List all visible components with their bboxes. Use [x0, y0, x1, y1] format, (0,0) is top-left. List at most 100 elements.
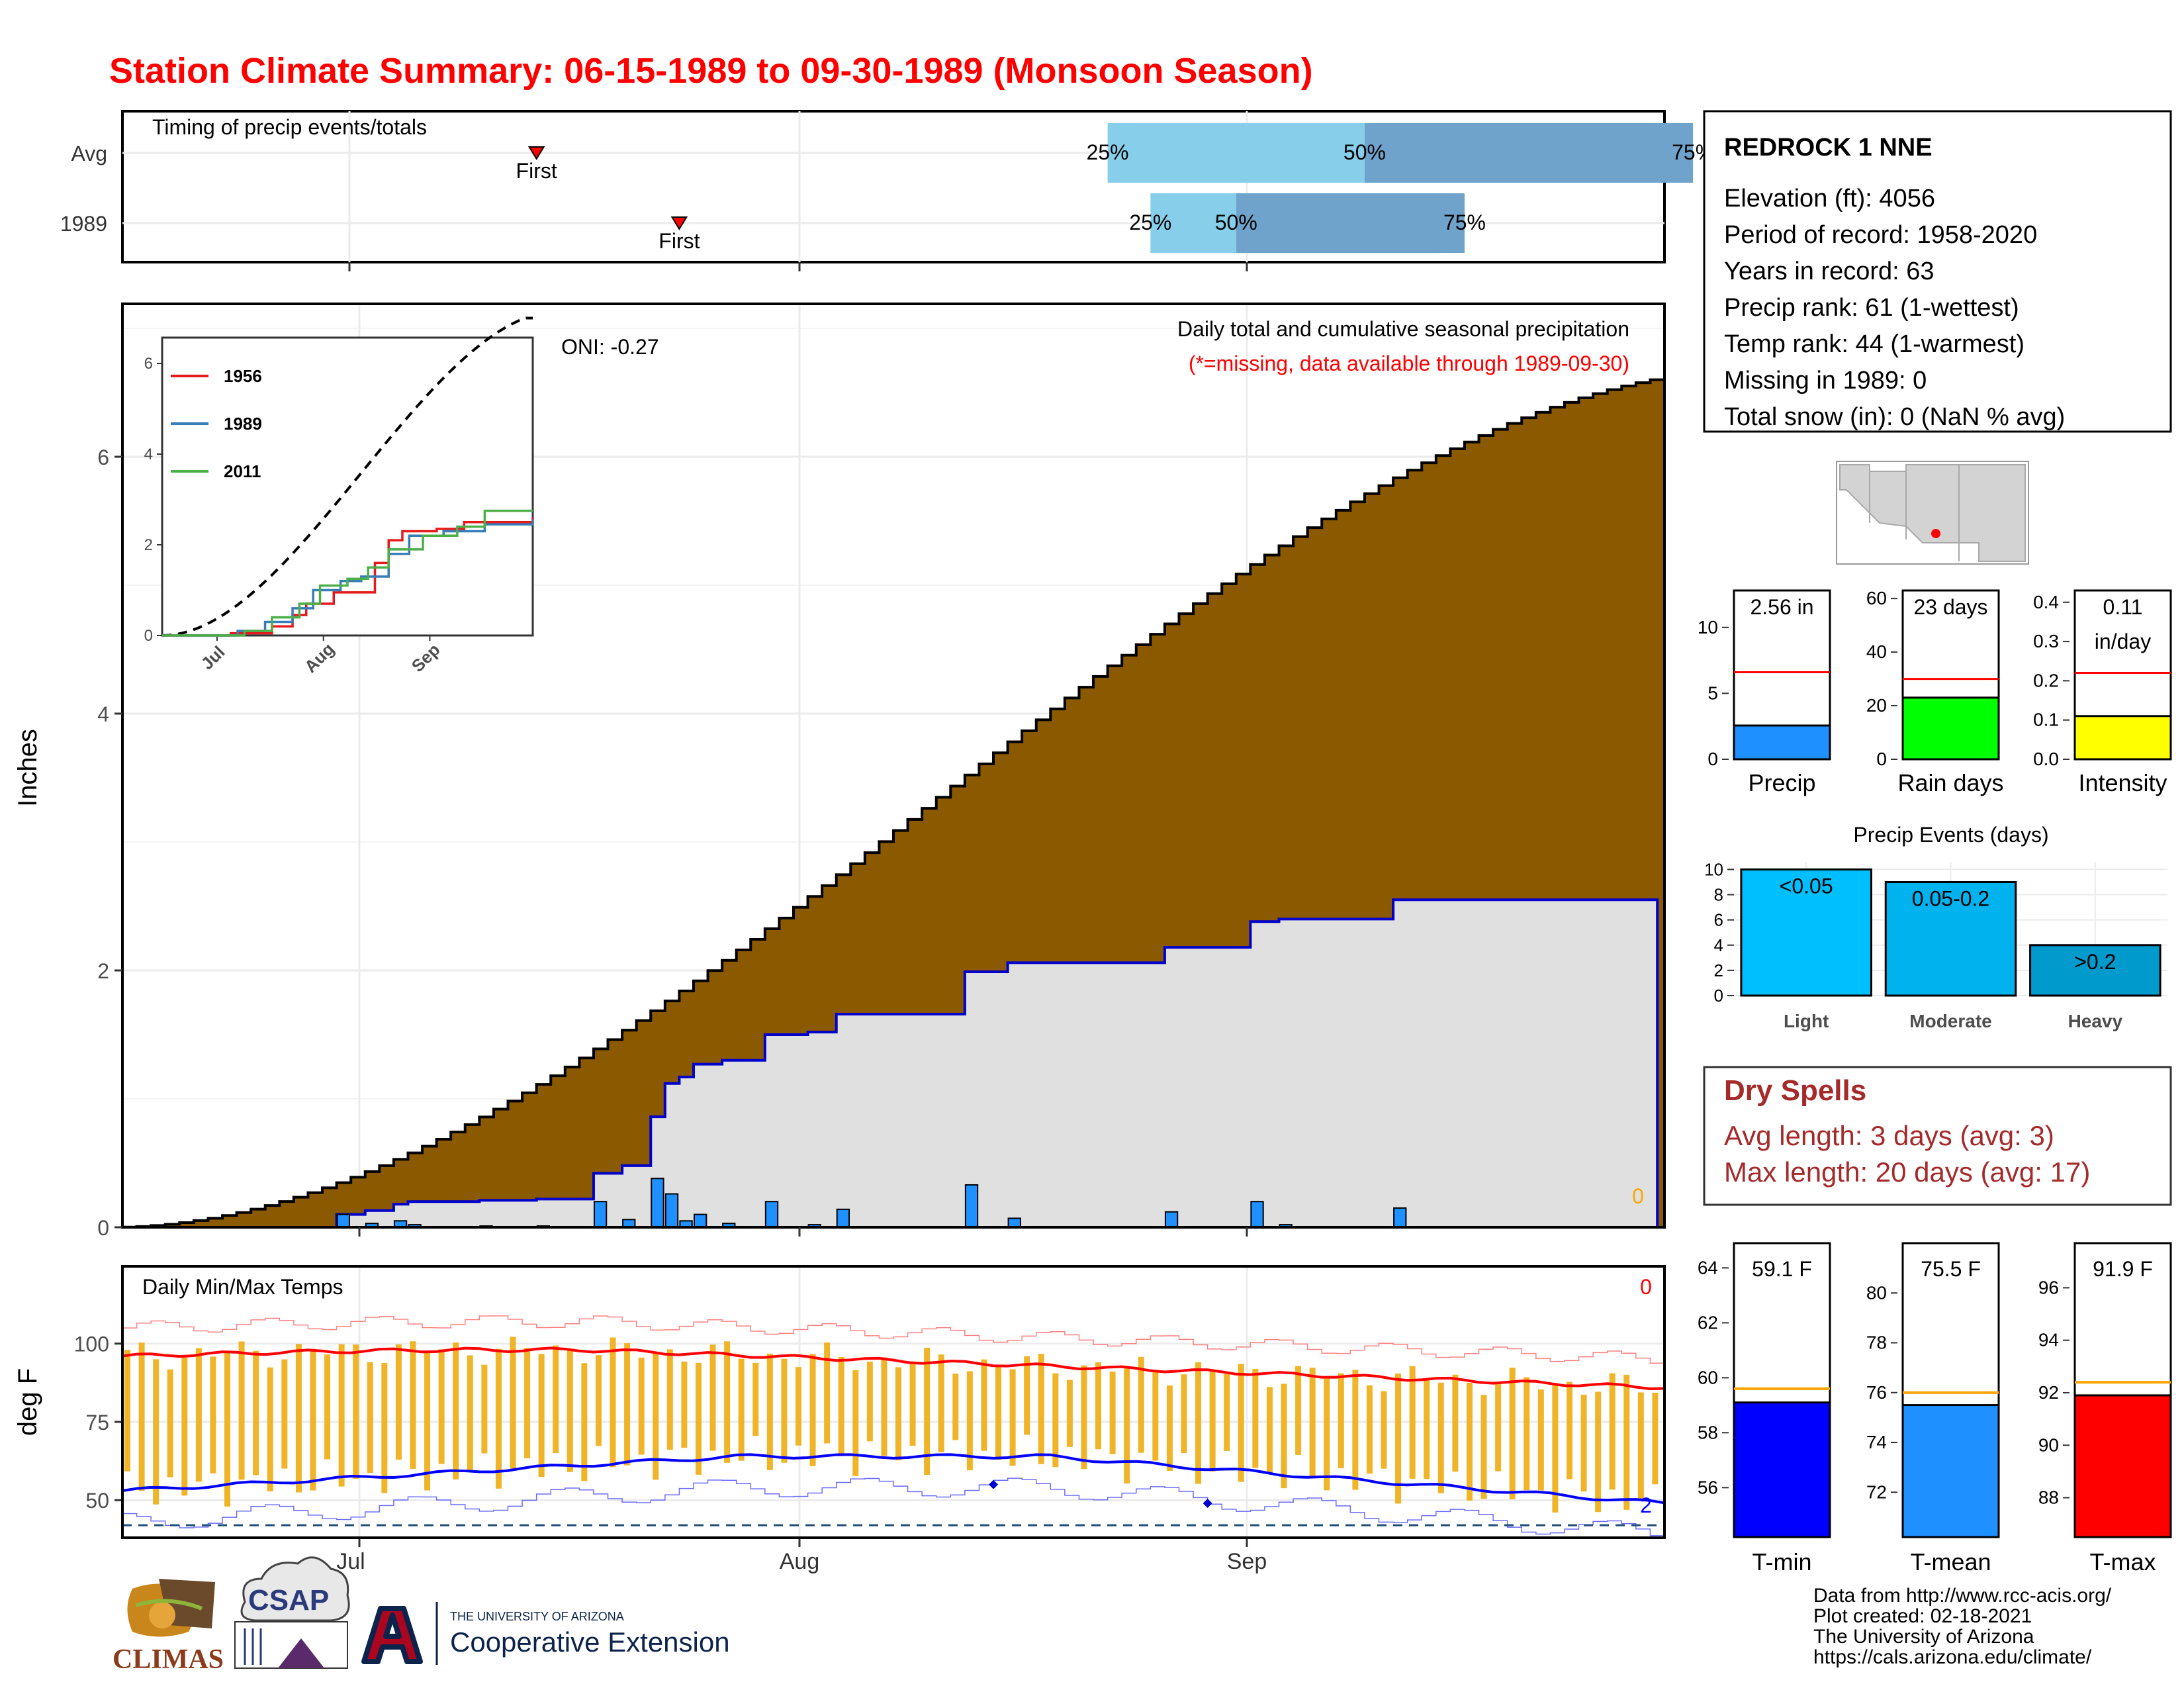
daily-precip-bar: [836, 1208, 850, 1228]
daily-temp-bar: [1195, 1362, 1202, 1484]
inset-legend-label: 1956: [224, 366, 262, 386]
timing-p25-label: 25%: [1087, 140, 1129, 164]
daily-temp-bar: [124, 1350, 130, 1472]
daily-precip-bar: [1164, 1211, 1179, 1228]
events-tick-label: 4: [1714, 935, 1723, 955]
station-line: Elevation (ft): 4056: [1724, 185, 1935, 212]
daily-temp-bar: [681, 1361, 688, 1448]
daily-temp-bar: [424, 1352, 431, 1491]
daily-temp-bar: [824, 1342, 831, 1444]
daily-temp-bar: [581, 1363, 588, 1481]
daily-temp-bar: [724, 1341, 731, 1463]
tmin-tick-label: 58: [1698, 1422, 1718, 1442]
intensity-tick-label: 0.3: [2033, 631, 2059, 651]
tmax-value: 91.9 F: [2093, 1257, 2153, 1281]
daily-temp-bar: [1081, 1365, 1087, 1470]
tmax-tick-label: 96: [2038, 1277, 2059, 1297]
daily-temp-bar: [1024, 1356, 1030, 1435]
tmean-tick-label: 74: [1866, 1432, 1887, 1452]
daily-temp-bar: [1224, 1374, 1230, 1451]
raindays-tick-label: 0: [1876, 749, 1887, 769]
daily-temp-bar: [395, 1344, 402, 1460]
daily-temp-bar: [952, 1374, 959, 1440]
daily-temp-bar: [595, 1355, 602, 1446]
timing-bar-q2: [1236, 193, 1465, 253]
x-tick-jul: Jul: [336, 1549, 365, 1574]
intensity-tick-label: 0.4: [2033, 592, 2059, 612]
daily-precip-bar: [593, 1201, 608, 1228]
daily-temp-bar: [738, 1358, 745, 1461]
daily-precip-bar: [1007, 1217, 1021, 1229]
intensity-bar: [2073, 715, 2172, 761]
daily-temp-bar: [381, 1363, 388, 1493]
intensity-tick-label: 0.2: [2033, 670, 2059, 690]
tmax-label: T-max: [2089, 1548, 2156, 1575]
daily-temp-bar: [481, 1364, 488, 1454]
precip-tick-label: 5: [1707, 682, 1718, 703]
tmax-tick-label: 92: [2038, 1382, 2059, 1403]
timing-p75-label: 75%: [1443, 211, 1486, 234]
events-bar-label: >0.2: [2074, 950, 2116, 974]
daily-temp-bar: [1266, 1387, 1273, 1474]
raindays-value: 23 days: [1913, 595, 1987, 619]
temp-min-missing: 2: [1640, 1493, 1652, 1517]
daily-temp-bar: [981, 1359, 987, 1451]
temp-record-low-line: [122, 1477, 1664, 1536]
x-tick-sep: Sep: [1227, 1549, 1267, 1574]
daily-temp-bar: [1038, 1354, 1044, 1464]
daily-temp-bar: [1524, 1377, 1530, 1491]
daily-temp-bar: [538, 1354, 545, 1477]
daily-temp-bar: [1138, 1356, 1144, 1453]
daily-precip-bar: [664, 1193, 679, 1229]
temp-panel: 50 75 100 deg F Daily Min/Max Temps 0 2 Ju…: [13, 1265, 1666, 1574]
raindays-tick-label: 20: [1866, 695, 1887, 716]
daily-temp-bar: [895, 1367, 901, 1461]
raindays-tick-label: 40: [1866, 641, 1887, 662]
location-map: [1836, 461, 2029, 565]
csap-text: CSAP: [248, 1584, 329, 1617]
daily-temp-bar: [1352, 1370, 1359, 1490]
daily-temp-bar: [752, 1362, 759, 1436]
temp-ytick-label: 100: [74, 1333, 109, 1356]
daily-temp-bar: [1209, 1370, 1216, 1472]
daily-temp-bar: [1338, 1373, 1344, 1468]
year-cumulative-area: [122, 898, 1659, 1229]
tmax-tick-label: 94: [2038, 1330, 2059, 1350]
intensity-tick-label: 0.0: [2033, 749, 2059, 769]
credit-line: The University of Arizona: [1813, 1626, 2034, 1648]
temp-record-high-line: [122, 1315, 1664, 1364]
daily-temp-bar: [1281, 1383, 1287, 1489]
daily-temp-bar: [153, 1359, 159, 1505]
daily-temp-bar: [138, 1342, 145, 1491]
precip-ytick-label: 6: [97, 445, 109, 469]
daily-precip-bar: [336, 1213, 350, 1228]
timing-row-label: Avg: [71, 142, 107, 165]
daily-temp-bar: [1452, 1374, 1459, 1472]
intensity-value: in/day: [2095, 630, 2151, 653]
credit-line: Data from http://www.rcc-acis.org/: [1813, 1585, 2112, 1607]
seasonal-bars: 0 5 10 2.56 in Precip 0 20 40 60 23 days Rain days…: [1698, 588, 2172, 796]
daily-temp-bar: [195, 1348, 202, 1482]
tmax-bar: [2073, 1394, 2172, 1538]
daily-temp-bar: [924, 1347, 931, 1475]
daily-temp-bar: [610, 1337, 616, 1468]
temp-ylabel: deg F: [13, 1368, 42, 1436]
daily-temp-bar: [1466, 1382, 1473, 1501]
precip-tick-label: 0: [1707, 749, 1718, 769]
events-tick-label: 2: [1714, 961, 1723, 980]
ua-small-text: THE UNIVERSITY OF ARIZONA: [450, 1610, 624, 1623]
daily-precip-bar: [1250, 1201, 1264, 1228]
station-line: Total snow (in): 0 (NaN % avg): [1724, 403, 2065, 431]
intensity-value: 0.11: [2103, 595, 2143, 619]
precip-value: 2.56 in: [1750, 595, 1813, 619]
events-bar: [1884, 880, 2017, 997]
page-title: Station Climate Summary: 06-15-1989 to 0…: [109, 51, 1313, 91]
events-tick-label: 0: [1714, 986, 1723, 1006]
tmin-tick-label: 56: [1698, 1477, 1718, 1497]
daily-temp-bar: [181, 1355, 188, 1496]
daily-temp-bar: [553, 1345, 559, 1454]
daily-temp-bar: [524, 1348, 531, 1458]
daily-temp-bar: [1652, 1392, 1659, 1485]
daily-temp-bar: [1552, 1383, 1559, 1513]
